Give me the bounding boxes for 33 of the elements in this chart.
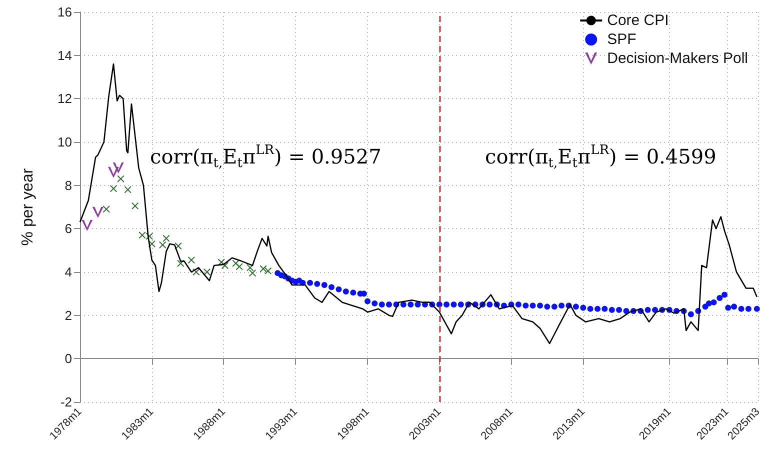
y-tick-label: 8	[64, 178, 72, 193]
legend-label: Core CPI	[607, 12, 669, 29]
y-tick-label: 4	[64, 264, 72, 280]
point	[92, 206, 104, 218]
y-axis-title: % per year	[20, 168, 36, 246]
y-tick-label: 10	[58, 134, 72, 150]
y-tick-label: 6	[64, 221, 72, 236]
y-tick-label: 12	[58, 91, 72, 106]
y-tick-label: 0	[64, 351, 72, 366]
point	[138, 232, 146, 239]
y-tick-label: 16	[58, 4, 72, 20]
legend-label: SPF	[607, 31, 636, 48]
point	[236, 263, 243, 270]
point	[124, 186, 132, 194]
point	[221, 262, 228, 269]
point	[260, 265, 267, 272]
point	[264, 267, 272, 274]
point	[110, 185, 117, 192]
point	[82, 220, 93, 231]
line-series	[79, 63, 758, 344]
point	[203, 268, 210, 276]
point	[132, 202, 139, 210]
point	[162, 234, 170, 242]
point	[112, 162, 124, 174]
point	[117, 175, 124, 182]
legend-label: Decision-Makers Poll	[607, 50, 748, 67]
y-tick-label: 2	[64, 308, 72, 323]
point	[159, 241, 166, 248]
point	[102, 206, 110, 213]
y-tick-label: 14	[58, 48, 72, 63]
point	[249, 270, 256, 277]
y-tick-label: -2	[60, 394, 72, 410]
point	[188, 256, 195, 264]
